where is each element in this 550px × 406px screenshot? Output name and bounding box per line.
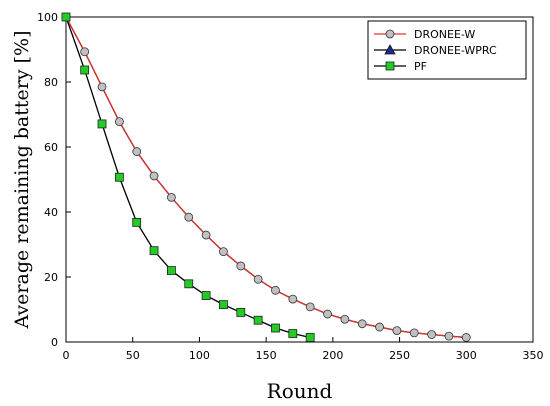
y-tick-label: 80 xyxy=(44,76,58,89)
data-point xyxy=(149,246,159,256)
data-point xyxy=(80,47,90,57)
y-tick-label: 40 xyxy=(44,206,58,219)
data-point xyxy=(61,12,71,22)
data-point xyxy=(375,322,384,332)
legend: DRONEE-W DRONEE-WPRC PF xyxy=(367,20,527,80)
data-point xyxy=(444,331,454,341)
data-point xyxy=(167,266,176,275)
data-point xyxy=(132,147,142,156)
x-tick-label: 250 xyxy=(389,349,410,362)
x-tick-label: 200 xyxy=(322,349,343,362)
y-axis-title: Average remaining battery [%] xyxy=(11,30,33,329)
legend-item: PF xyxy=(374,60,427,73)
y-tick-label: 20 xyxy=(44,271,58,284)
data-point xyxy=(219,300,228,310)
data-point xyxy=(97,82,107,92)
plot-frame xyxy=(65,16,534,343)
series-layer xyxy=(61,12,471,342)
data-point xyxy=(288,294,298,304)
legend-label: DRONEE-W xyxy=(414,28,475,41)
data-point xyxy=(253,315,263,325)
data-point xyxy=(271,285,280,295)
y-tick-label: 60 xyxy=(44,141,58,154)
legend-marker xyxy=(385,29,395,39)
data-point xyxy=(461,333,471,342)
data-point xyxy=(114,117,124,127)
x-tick-label: 300 xyxy=(456,349,477,362)
data-point xyxy=(392,326,402,336)
data-point xyxy=(305,333,315,342)
data-point xyxy=(184,212,194,222)
data-point xyxy=(305,302,315,312)
x-axis-title: Round xyxy=(267,379,333,403)
data-point xyxy=(340,314,350,324)
data-point xyxy=(114,172,124,182)
data-point xyxy=(409,328,419,338)
data-point xyxy=(149,171,159,181)
data-point xyxy=(201,291,211,300)
legend-label: PF xyxy=(414,60,427,73)
data-point xyxy=(427,330,436,339)
data-point xyxy=(236,261,246,271)
data-point xyxy=(132,217,142,227)
x-tick-label: 350 xyxy=(523,349,544,362)
data-point xyxy=(357,319,367,329)
y-tick-label: 100 xyxy=(37,11,58,24)
data-point xyxy=(236,308,246,317)
legend-item: DRONEE-W xyxy=(374,28,475,41)
data-point xyxy=(167,192,176,202)
legend-label: DRONEE-WPRC xyxy=(414,44,497,57)
data-point xyxy=(184,279,194,289)
data-point xyxy=(288,329,298,338)
x-tick-label: 100 xyxy=(189,349,210,362)
axes-layer: 0 50 100 150 200 250 300 350 0 20 40 60 80 100 xyxy=(37,11,544,362)
data-point xyxy=(253,274,263,284)
data-point xyxy=(80,65,90,75)
x-tick-label: 150 xyxy=(256,349,277,362)
data-point xyxy=(201,230,211,240)
x-tick-label: 0 xyxy=(63,349,70,362)
legend-marker xyxy=(384,44,396,55)
data-point xyxy=(323,309,332,319)
y-tick-label: 0 xyxy=(51,336,58,349)
legend-item: DRONEE-WPRC xyxy=(374,44,497,57)
data-point xyxy=(97,119,107,129)
data-point xyxy=(219,247,228,257)
series-pf xyxy=(61,12,315,342)
legend-marker xyxy=(385,61,395,71)
x-tick-label: 50 xyxy=(126,349,140,362)
data-point xyxy=(271,323,280,333)
